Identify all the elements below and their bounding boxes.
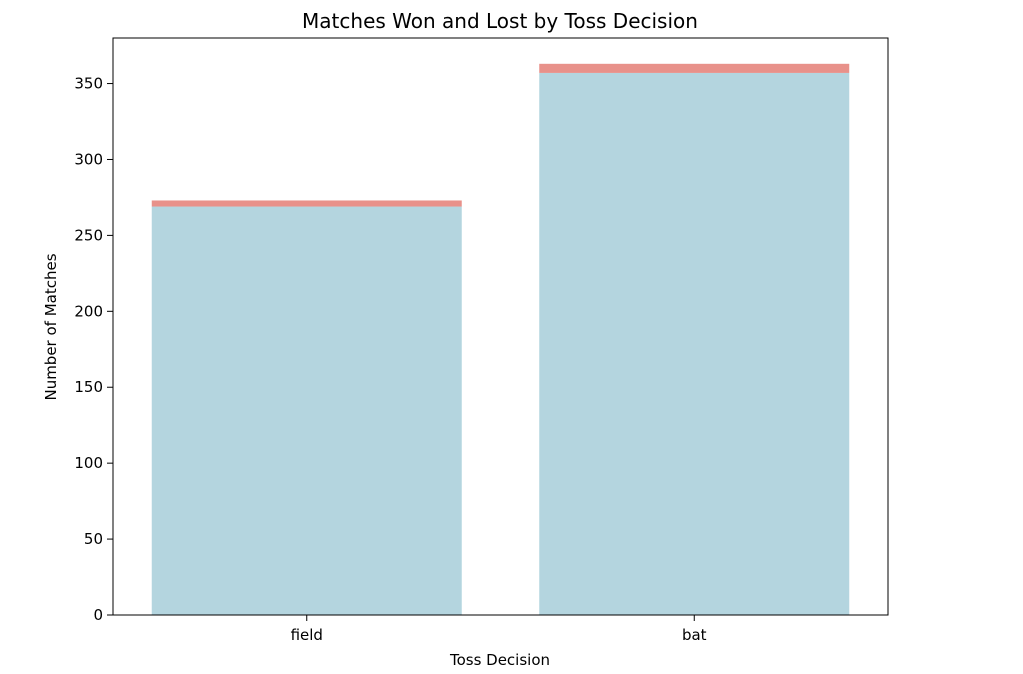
- y-tick-label: 100: [74, 454, 103, 472]
- y-tick-label: 0: [93, 606, 103, 624]
- x-tick-label: field: [291, 626, 323, 644]
- bar-bat-segment-1: [539, 63, 850, 73]
- bar-bat-segment-0: [539, 72, 850, 615]
- chart-title: Matches Won and Lost by Toss Decision: [302, 9, 698, 33]
- y-tick-label: 200: [74, 302, 103, 320]
- bar-field-segment-0: [151, 206, 462, 615]
- y-tick-label: 350: [74, 75, 103, 93]
- y-tick-label: 150: [74, 378, 103, 396]
- x-axis-label: Toss Decision: [449, 651, 550, 669]
- plot-frame: [112, 37, 889, 616]
- bar-field-segment-1: [151, 200, 462, 207]
- y-tick-label: 300: [74, 150, 103, 168]
- y-axis-label: Number of Matches: [42, 253, 60, 400]
- y-tick-label: 250: [74, 226, 103, 244]
- plot-area: 0 50 100 150 200 250 300 350 field bat: [74, 37, 889, 644]
- y-tick-label: 50: [84, 530, 103, 548]
- x-tick-label: bat: [682, 626, 707, 644]
